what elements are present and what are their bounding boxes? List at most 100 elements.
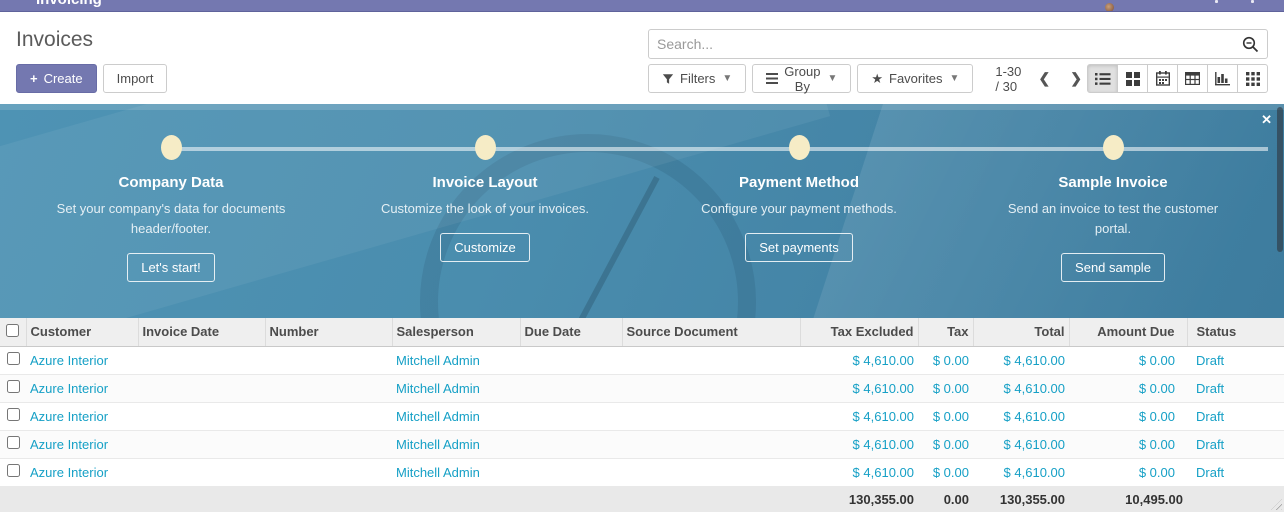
cell-customer[interactable]: Azure Interior <box>26 402 138 431</box>
cell-due-date[interactable] <box>520 458 622 487</box>
pager-previous-button[interactable]: ❮ <box>1034 68 1056 89</box>
cell-due-date[interactable] <box>520 346 622 375</box>
cell-invoice-date[interactable] <box>138 346 265 375</box>
cell-source-document[interactable] <box>622 430 800 459</box>
resize-handle[interactable] <box>1271 499 1282 510</box>
cell-tax-excluded[interactable]: $ 4,610.00 <box>800 430 918 459</box>
vertical-scrollbar[interactable] <box>1277 107 1283 252</box>
table-row[interactable]: Azure Interior Mitchell Admin $ 4,610.00… <box>0 430 1284 459</box>
cell-total[interactable]: $ 4,610.00 <box>973 430 1069 459</box>
column-header-status[interactable]: Status <box>1186 318 1284 347</box>
cell-salesperson[interactable]: Mitchell Admin <box>392 430 520 459</box>
column-header-invoice-date[interactable]: Invoice Date <box>137 318 265 347</box>
import-button[interactable]: Import <box>102 64 168 93</box>
cell-salesperson[interactable]: Mitchell Admin <box>392 374 520 403</box>
select-all-checkbox[interactable] <box>6 323 20 337</box>
cell-customer[interactable]: Azure Interior <box>26 346 138 375</box>
cell-customer[interactable]: Azure Interior <box>26 374 138 403</box>
cell-total[interactable]: $ 4,610.00 <box>973 346 1069 375</box>
row-checkbox[interactable] <box>6 352 20 365</box>
cell-invoice-date[interactable] <box>138 402 265 431</box>
table-row[interactable]: Azure Interior Mitchell Admin $ 4,610.00… <box>0 346 1284 375</box>
cell-tax-excluded[interactable]: $ 4,610.00 <box>800 346 918 375</box>
cell-tax[interactable]: $ 0.00 <box>918 346 973 375</box>
column-header-source-document[interactable]: Source Document <box>621 318 800 347</box>
cell-salesperson[interactable]: Mitchell Admin <box>392 458 520 487</box>
column-header-tax[interactable]: Tax <box>917 318 973 347</box>
search-bar[interactable] <box>648 29 1268 59</box>
cell-tax[interactable]: $ 0.00 <box>918 430 973 459</box>
search-icon[interactable] <box>1242 36 1259 53</box>
view-list-button[interactable] <box>1087 64 1118 93</box>
cell-source-document[interactable] <box>622 346 800 375</box>
row-checkbox[interactable] <box>6 436 20 449</box>
step-action-button[interactable]: Let's start! <box>127 253 215 283</box>
cell-due-date[interactable] <box>520 402 622 431</box>
cell-due-date[interactable] <box>520 374 622 403</box>
cell-customer[interactable]: Azure Interior <box>26 458 138 487</box>
cell-number[interactable] <box>265 374 392 403</box>
cell-salesperson[interactable]: Mitchell Admin <box>392 346 520 375</box>
row-checkbox[interactable] <box>6 464 20 477</box>
cell-invoice-date[interactable] <box>138 458 265 487</box>
column-header-total[interactable]: Total <box>972 318 1069 347</box>
user-avatar[interactable] <box>1105 3 1114 11</box>
cell-source-document[interactable] <box>622 458 800 487</box>
cell-amount-due[interactable]: $ 0.00 <box>1069 374 1187 403</box>
cell-customer[interactable]: Azure Interior <box>26 430 138 459</box>
step-action-button[interactable]: Send sample <box>1061 253 1165 283</box>
cell-number[interactable] <box>265 402 392 431</box>
view-calendar-button[interactable] <box>1147 64 1178 93</box>
pager-next-button[interactable]: ❯ <box>1065 68 1087 89</box>
column-header-customer[interactable]: Customer <box>25 318 138 347</box>
cell-status[interactable]: Draft <box>1187 458 1284 487</box>
filters-dropdown[interactable]: Filters ▼ <box>648 64 747 93</box>
cell-status[interactable]: Draft <box>1187 402 1284 431</box>
group-by-dropdown[interactable]: Group By ▼ <box>752 64 852 94</box>
row-checkbox[interactable] <box>6 380 20 393</box>
view-pivot-button[interactable] <box>1177 64 1208 93</box>
cell-salesperson[interactable]: Mitchell Admin <box>392 402 520 431</box>
cell-total[interactable]: $ 4,610.00 <box>973 374 1069 403</box>
cell-status[interactable]: Draft <box>1187 374 1284 403</box>
create-button[interactable]: + Create <box>16 64 97 93</box>
cell-tax-excluded[interactable]: $ 4,610.00 <box>800 458 918 487</box>
view-activity-button[interactable] <box>1237 64 1268 93</box>
column-header-amount-due[interactable]: Amount Due <box>1068 318 1187 347</box>
table-row[interactable]: Azure Interior Mitchell Admin $ 4,610.00… <box>0 402 1284 431</box>
column-header-due-date[interactable]: Due Date <box>519 318 622 347</box>
row-checkbox[interactable] <box>6 408 20 421</box>
cell-source-document[interactable] <box>622 402 800 431</box>
column-header-tax-excluded[interactable]: Tax Excluded <box>799 318 918 347</box>
column-header-number[interactable]: Number <box>264 318 392 347</box>
cell-status[interactable]: Draft <box>1187 430 1284 459</box>
cell-tax-excluded[interactable]: $ 4,610.00 <box>800 374 918 403</box>
cell-number[interactable] <box>265 458 392 487</box>
app-name[interactable]: Invoicing <box>36 0 102 8</box>
table-row[interactable]: Azure Interior Mitchell Admin $ 4,610.00… <box>0 374 1284 403</box>
step-action-button[interactable]: Set payments <box>745 233 853 263</box>
cell-tax[interactable]: $ 0.00 <box>918 458 973 487</box>
cell-amount-due[interactable]: $ 0.00 <box>1069 458 1187 487</box>
cell-number[interactable] <box>265 430 392 459</box>
cell-amount-due[interactable]: $ 0.00 <box>1069 430 1187 459</box>
search-input[interactable] <box>657 36 1242 52</box>
cell-tax[interactable]: $ 0.00 <box>918 402 973 431</box>
view-kanban-button[interactable] <box>1117 64 1148 93</box>
table-row[interactable]: Azure Interior Mitchell Admin $ 4,610.00… <box>0 458 1284 487</box>
column-header-salesperson[interactable]: Salesperson <box>391 318 520 347</box>
step-action-button[interactable]: Customize <box>440 233 530 263</box>
cell-source-document[interactable] <box>622 374 800 403</box>
view-graph-button[interactable] <box>1207 64 1238 93</box>
cell-number[interactable] <box>265 346 392 375</box>
cell-amount-due[interactable]: $ 0.00 <box>1069 402 1187 431</box>
cell-total[interactable]: $ 4,610.00 <box>973 402 1069 431</box>
cell-status[interactable]: Draft <box>1187 346 1284 375</box>
cell-tax-excluded[interactable]: $ 4,610.00 <box>800 402 918 431</box>
cell-total[interactable]: $ 4,610.00 <box>973 458 1069 487</box>
favorites-dropdown[interactable]: ★ Favorites ▼ <box>857 64 974 93</box>
banner-close-icon[interactable]: ✕ <box>1261 112 1272 127</box>
cell-invoice-date[interactable] <box>138 430 265 459</box>
cell-invoice-date[interactable] <box>138 374 265 403</box>
cell-amount-due[interactable]: $ 0.00 <box>1069 346 1187 375</box>
